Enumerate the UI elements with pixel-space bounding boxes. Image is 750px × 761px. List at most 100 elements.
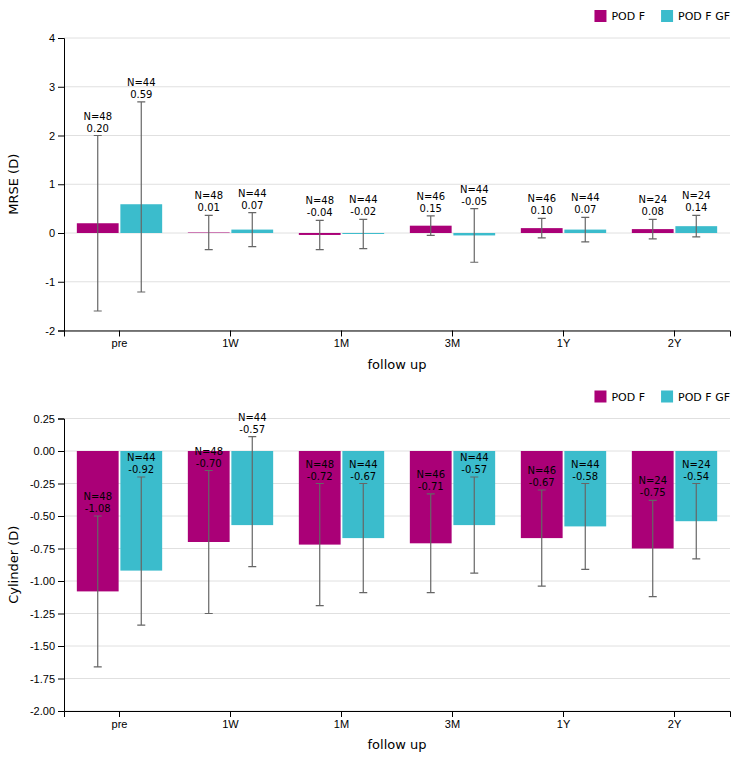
tick: 1M bbox=[334, 331, 349, 350]
grid-line bbox=[64, 516, 730, 517]
tick-label: -0.75 bbox=[30, 543, 55, 555]
tick-label: -0.25 bbox=[30, 478, 55, 490]
y-axis: -2.00 -1.75 -1.50 -1.25 -1.00 -0.75 -0.50 -0.25… bbox=[30, 413, 65, 718]
tick-label: -2.00 bbox=[30, 705, 55, 717]
grid-line bbox=[64, 483, 730, 484]
tick: -1.75 bbox=[30, 673, 64, 685]
tick-mark bbox=[674, 331, 675, 337]
tick: pre bbox=[112, 331, 128, 350]
tick-label: 1W bbox=[222, 337, 239, 349]
tick-label: 2 bbox=[49, 130, 55, 142]
x-axis-title: follow up bbox=[368, 737, 427, 752]
tick-label: -1.50 bbox=[30, 640, 55, 652]
legend-item: POD F GF bbox=[661, 10, 730, 23]
n-label: N=48 bbox=[194, 446, 223, 457]
plot-area bbox=[77, 102, 717, 311]
legend-swatch bbox=[594, 391, 606, 403]
bar-series bbox=[77, 223, 674, 235]
tick: 3M bbox=[445, 711, 460, 730]
tick-label: 0 bbox=[49, 227, 55, 239]
tick-mark bbox=[58, 549, 64, 550]
data-label: 0.07 bbox=[241, 200, 263, 211]
data-label: -0.02 bbox=[350, 206, 376, 217]
data-label: 0.08 bbox=[642, 206, 664, 217]
tick-label: 0.00 bbox=[34, 445, 55, 457]
x-axis: pre1W1M3M1Y2Y bbox=[65, 711, 731, 730]
data-label: -0.58 bbox=[572, 471, 598, 482]
n-label: N=44 bbox=[571, 192, 600, 203]
error-bar bbox=[248, 437, 256, 567]
n-label: N=46 bbox=[416, 469, 445, 480]
tick-label: 4 bbox=[49, 32, 55, 44]
legend: POD F POD F GF bbox=[594, 10, 730, 23]
tick-label: 3M bbox=[445, 337, 460, 349]
tick-label: 1M bbox=[334, 337, 349, 349]
tick: -1 bbox=[45, 276, 64, 288]
chart: -2-101234pre1W1M3M1Y2YMRSE (D)follow up0… bbox=[0, 0, 750, 761]
tick-label: 1Y bbox=[557, 337, 571, 349]
data-label: 0.01 bbox=[198, 202, 220, 213]
n-label: N=44 bbox=[349, 194, 378, 205]
error-bar bbox=[649, 219, 657, 239]
data-label: 0.20 bbox=[87, 123, 109, 134]
tick-label: 3M bbox=[445, 718, 460, 730]
y-axis-title: MRSE (D) bbox=[6, 154, 21, 215]
error-bar bbox=[94, 516, 102, 667]
grid-line bbox=[64, 548, 730, 549]
data-label: -0.92 bbox=[128, 464, 154, 475]
error-bars bbox=[137, 437, 700, 626]
tick-mark bbox=[58, 331, 64, 332]
tick-mark bbox=[58, 646, 64, 647]
tick: 3 bbox=[49, 81, 64, 93]
n-label: N=48 bbox=[83, 111, 112, 122]
tick-mark bbox=[58, 679, 64, 680]
n-label: N=46 bbox=[527, 193, 556, 204]
tick-mark bbox=[563, 331, 564, 337]
legend-swatch bbox=[661, 391, 673, 403]
error-bar bbox=[538, 218, 546, 238]
error-bar bbox=[470, 209, 478, 263]
grid-line bbox=[64, 418, 730, 419]
n-label: N=44 bbox=[127, 77, 156, 88]
error-bar bbox=[137, 102, 145, 292]
n-label: N=24 bbox=[638, 475, 667, 486]
grid-line bbox=[64, 38, 730, 39]
n-label: N=24 bbox=[638, 194, 667, 205]
data-label: 0.10 bbox=[531, 205, 553, 216]
tick-mark bbox=[674, 711, 675, 717]
tick-label: 1 bbox=[49, 178, 55, 190]
legend-item: POD F bbox=[594, 391, 645, 404]
grid-line bbox=[64, 678, 730, 679]
legend-label: POD F bbox=[611, 10, 645, 23]
tick: -0.50 bbox=[30, 510, 64, 522]
tick-mark bbox=[58, 711, 64, 712]
n-label: N=48 bbox=[305, 459, 334, 470]
error-bar bbox=[470, 477, 478, 573]
tick-mark bbox=[58, 484, 64, 485]
tick-mark bbox=[119, 711, 120, 717]
error-bar bbox=[692, 215, 700, 236]
data-label: -0.05 bbox=[461, 196, 487, 207]
legend-label: POD F GF bbox=[678, 10, 730, 23]
data-label: 0.07 bbox=[574, 204, 596, 215]
error-bar bbox=[94, 136, 102, 312]
tick: 4 bbox=[49, 32, 64, 44]
tick-mark bbox=[58, 282, 64, 283]
error-bar bbox=[316, 220, 324, 249]
n-label: N=48 bbox=[83, 491, 112, 502]
n-label: N=44 bbox=[571, 459, 600, 470]
error-bar bbox=[205, 215, 213, 249]
tick-mark bbox=[58, 516, 64, 517]
n-label: N=48 bbox=[194, 190, 223, 201]
tick: -1.25 bbox=[30, 608, 64, 620]
tick: -1.00 bbox=[30, 575, 64, 587]
axis-line bbox=[65, 712, 731, 718]
tick-mark bbox=[341, 711, 342, 717]
tick-label: -1.00 bbox=[30, 575, 55, 587]
tick: -1.50 bbox=[30, 640, 64, 652]
legend-swatch bbox=[594, 10, 606, 22]
n-label: N=44 bbox=[460, 452, 489, 463]
legend-label: POD F GF bbox=[678, 391, 730, 404]
data-label: 0.59 bbox=[130, 89, 152, 100]
tick-mark bbox=[58, 451, 64, 452]
